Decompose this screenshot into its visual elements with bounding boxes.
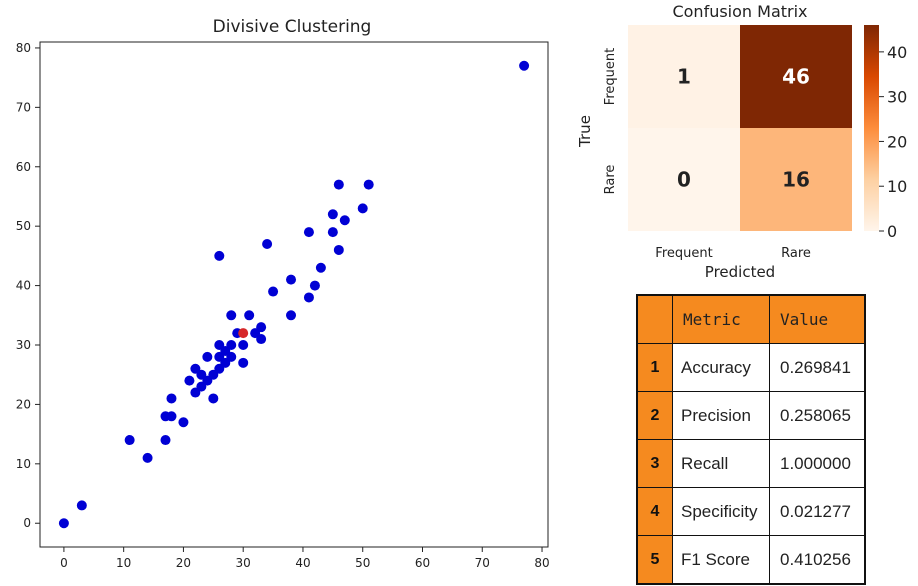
metrics-table: Metric Value 1 Accuracy 0.269841 2 Preci… bbox=[636, 294, 866, 585]
scatter-point-cluster-blue bbox=[286, 310, 297, 321]
scatter-point-cluster-blue bbox=[208, 393, 219, 404]
y-tick-label: 50 bbox=[16, 219, 31, 233]
scatter-point-cluster-blue bbox=[166, 411, 177, 422]
x-tick-label: 50 bbox=[355, 556, 370, 570]
y-tick-label: 20 bbox=[16, 397, 31, 411]
scatter-point-cluster-blue bbox=[226, 351, 237, 362]
scatter-point-cluster-blue bbox=[256, 334, 267, 345]
scatter-point-cluster-blue bbox=[58, 518, 69, 529]
x-tick-label: 60 bbox=[415, 556, 430, 570]
x-tick-label: 0 bbox=[60, 556, 68, 570]
scatter-point-cluster-blue bbox=[178, 417, 189, 428]
scatter-x-axis: 0 10 20 30 40 50 60 70 80 bbox=[60, 547, 550, 570]
metrics-table-header: Metric Value bbox=[636, 294, 866, 344]
scatter-point-cluster-blue bbox=[226, 310, 237, 321]
scatter-y-axis: 0 10 20 30 40 50 60 70 80 bbox=[16, 41, 40, 530]
scatter-point-cluster-blue bbox=[238, 357, 249, 368]
scatter-point-cluster-blue bbox=[244, 310, 255, 321]
row-index: 4 bbox=[636, 487, 673, 536]
table-row: 2 Precision 0.258065 bbox=[636, 391, 866, 440]
scatter-point-cluster-blue bbox=[333, 179, 344, 190]
scatter-point-cluster-blue bbox=[214, 250, 225, 261]
scatter-point-cluster-blue bbox=[124, 435, 135, 446]
y-tick-label: 0 bbox=[23, 516, 31, 530]
table-row: 5 F1 Score 0.410256 bbox=[636, 535, 866, 585]
scatter-point-cluster-blue bbox=[519, 60, 530, 71]
scatter-point-cluster-blue bbox=[303, 227, 314, 238]
header-index-cell bbox=[636, 294, 673, 344]
metric-name: Precision bbox=[672, 391, 770, 440]
scatter-point-cluster-blue bbox=[160, 435, 171, 446]
metric-value: 1.000000 bbox=[769, 439, 866, 488]
x-tick-label: 80 bbox=[534, 556, 549, 570]
scatter-plot-frame bbox=[39, 41, 549, 548]
y-tick-label: 80 bbox=[16, 41, 31, 55]
scatter-point-cluster-red bbox=[238, 328, 249, 339]
scatter-point-cluster-blue bbox=[184, 375, 195, 386]
metric-name: Accuracy bbox=[672, 343, 770, 392]
row-index: 2 bbox=[636, 391, 673, 440]
scatter-point-cluster-blue bbox=[309, 280, 320, 291]
scatter-point-cluster-blue bbox=[327, 209, 338, 220]
scatter-point-cluster-blue bbox=[256, 322, 267, 333]
scatter-point-cluster-blue bbox=[327, 227, 338, 238]
scatter-point-cluster-blue bbox=[286, 274, 297, 285]
metric-value: 0.410256 bbox=[769, 535, 866, 585]
x-tick-label: 40 bbox=[295, 556, 310, 570]
scatter-point-cluster-blue bbox=[357, 203, 368, 214]
x-tick-label: 30 bbox=[236, 556, 251, 570]
metric-value: 0.269841 bbox=[769, 343, 866, 392]
y-tick-label: 60 bbox=[16, 160, 31, 174]
x-tick-label: 20 bbox=[176, 556, 191, 570]
scatter-point-cluster-blue bbox=[262, 239, 273, 249]
y-tick-label: 40 bbox=[16, 279, 31, 293]
scatter-point-cluster-blue bbox=[142, 452, 153, 463]
scatter-point-cluster-blue bbox=[315, 262, 326, 273]
header-value: Value bbox=[769, 294, 866, 344]
scatter-point-cluster-blue bbox=[166, 393, 177, 404]
row-index: 5 bbox=[636, 535, 673, 585]
scatter-point-cluster-blue bbox=[333, 244, 344, 255]
scatter-point-cluster-blue bbox=[268, 286, 279, 297]
table-row: 4 Specificity 0.021277 bbox=[636, 487, 866, 536]
scatter-point-cluster-blue bbox=[202, 351, 213, 362]
metric-value: 0.021277 bbox=[769, 487, 866, 536]
row-index: 3 bbox=[636, 439, 673, 488]
scatter-point-cluster-blue bbox=[226, 340, 237, 350]
y-tick-label: 10 bbox=[16, 457, 31, 471]
header-metric: Metric bbox=[672, 294, 770, 344]
x-tick-label: 10 bbox=[116, 556, 131, 570]
y-tick-label: 70 bbox=[16, 100, 31, 114]
row-index: 1 bbox=[636, 343, 673, 392]
scatter-point-cluster-blue bbox=[363, 179, 374, 190]
scatter-point-cluster-blue bbox=[303, 292, 314, 303]
scatter-point-cluster-blue bbox=[76, 500, 87, 511]
scatter-points bbox=[58, 60, 530, 529]
table-row: 1 Accuracy 0.269841 bbox=[636, 343, 866, 392]
y-tick-label: 30 bbox=[16, 338, 31, 352]
x-tick-label: 70 bbox=[475, 556, 490, 570]
metric-name: Specificity bbox=[672, 487, 770, 536]
metric-name: Recall bbox=[672, 439, 770, 488]
metric-name: F1 Score bbox=[672, 535, 770, 585]
scatter-point-cluster-blue bbox=[339, 215, 350, 226]
scatter-point-cluster-blue bbox=[238, 340, 249, 350]
metric-value: 0.258065 bbox=[769, 391, 866, 440]
table-row: 3 Recall 1.000000 bbox=[636, 439, 866, 488]
scatter-title: Divisive Clustering bbox=[213, 17, 372, 37]
